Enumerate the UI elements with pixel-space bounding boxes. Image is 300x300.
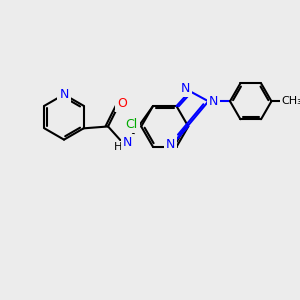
Text: N: N [181, 82, 190, 95]
Text: N: N [59, 88, 69, 101]
Text: N: N [208, 95, 218, 108]
Text: Cl: Cl [126, 118, 138, 131]
Text: CH₃: CH₃ [282, 96, 300, 106]
Text: H: H [114, 142, 123, 152]
Text: N: N [123, 136, 133, 149]
Text: O: O [117, 98, 127, 110]
Text: N: N [166, 138, 175, 151]
